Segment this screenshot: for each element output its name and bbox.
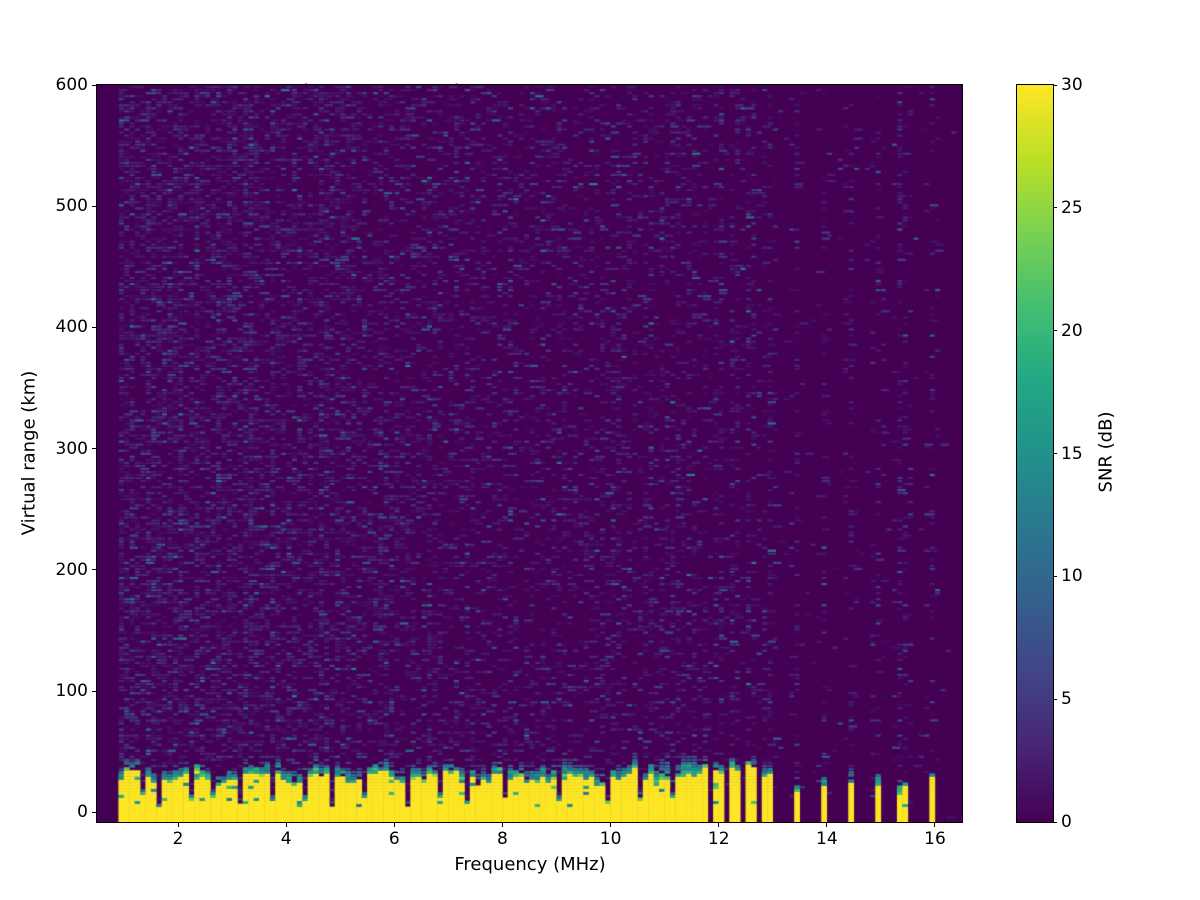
x-tick-mark: [934, 823, 936, 827]
colorbar-tick-mark: [1053, 821, 1057, 823]
x-tick-label: 6: [388, 829, 400, 849]
y-tick-mark: [92, 690, 96, 692]
y-tick-label: 0: [77, 802, 88, 823]
colorbar-tick-label: 0: [1061, 812, 1072, 832]
x-tick-label: 2: [172, 829, 184, 849]
x-tick-mark: [393, 823, 395, 827]
colorbar-tick-label: 10: [1061, 566, 1083, 587]
x-tick-mark: [610, 823, 612, 827]
y-tick-label: 400: [55, 317, 88, 338]
colorbar-tick-label: 15: [1061, 443, 1083, 464]
colorbar-tick-label: 30: [1061, 75, 1083, 95]
x-tick-mark: [826, 823, 828, 827]
x-tick-mark: [501, 823, 503, 827]
x-tick-mark: [177, 823, 179, 827]
colorbar-gradient: [1017, 85, 1053, 822]
y-tick-label: 500: [55, 196, 88, 217]
y-tick-mark: [92, 205, 96, 207]
colorbar-tick-mark: [1053, 698, 1057, 700]
colorbar-label: SNR (dB): [1095, 411, 1117, 493]
x-tick-label: 14: [816, 829, 838, 849]
colorbar-tick-mark: [1053, 575, 1057, 577]
x-tick-label: 4: [280, 829, 292, 849]
y-tick-label: 100: [55, 681, 88, 702]
y-tick-mark: [92, 326, 96, 328]
y-tick-mark: [92, 448, 96, 450]
x-tick-label: 8: [497, 829, 508, 849]
colorbar-tick-label: 5: [1061, 689, 1072, 710]
x-tick-mark: [285, 823, 287, 827]
y-axis-label: Virtual range (km): [18, 370, 40, 536]
colorbar-tick-mark: [1053, 453, 1057, 454]
colorbar-tick-mark: [1053, 207, 1057, 209]
y-tick-label: 200: [55, 559, 88, 580]
y-tick-mark: [92, 569, 96, 571]
y-tick-label: 600: [55, 75, 88, 95]
x-tick-label: 12: [707, 829, 730, 849]
colorbar-tick-label: 20: [1061, 320, 1083, 341]
colorbar-tick-mark: [1053, 84, 1057, 86]
ionogram-heatmap: [97, 85, 962, 822]
x-tick-mark: [718, 823, 720, 827]
x-tick-label: 16: [924, 829, 946, 849]
x-tick-label: 10: [599, 829, 622, 849]
y-tick-label: 300: [55, 438, 88, 459]
colorbar-tick-mark: [1053, 330, 1057, 332]
x-axis-label: Frequency (MHz): [454, 854, 606, 875]
y-tick-mark: [92, 811, 96, 813]
y-tick-mark: [92, 84, 96, 86]
colorbar-tick-label: 25: [1061, 197, 1083, 218]
